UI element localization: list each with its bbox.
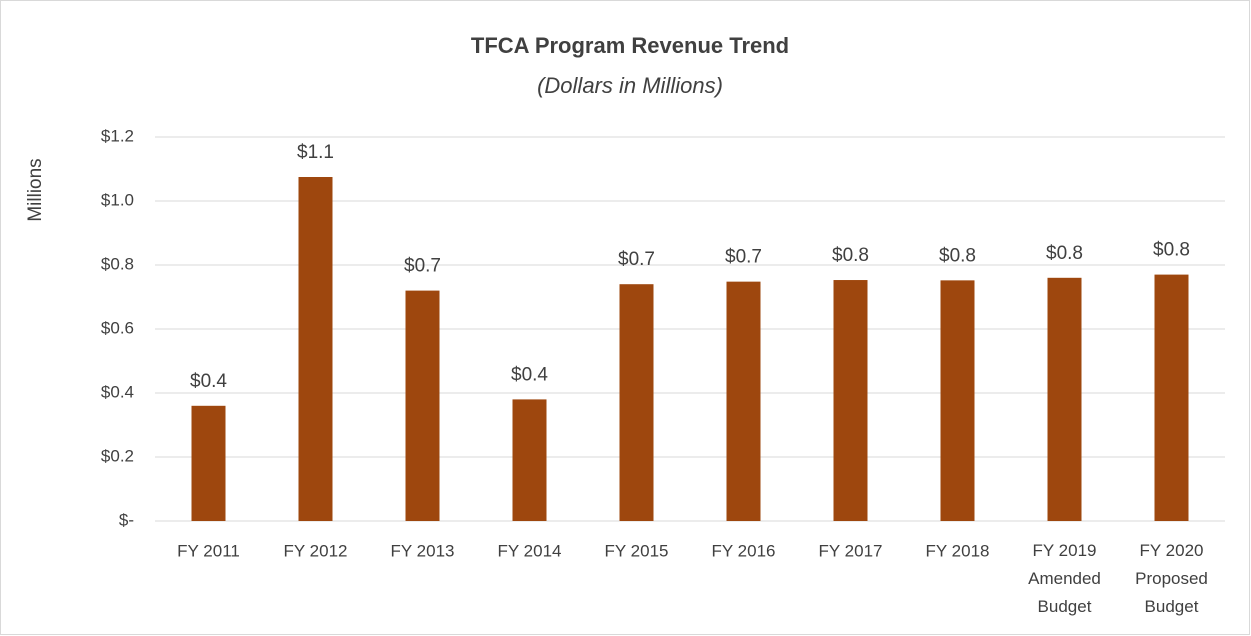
bar xyxy=(1047,277,1082,521)
data-label: $0.7 xyxy=(725,247,762,268)
x-tick-label: FY 2013 xyxy=(391,541,455,560)
y-tick-label: $0.4 xyxy=(101,382,134,401)
x-tick-label: FY 2020 Proposed Budget xyxy=(1135,541,1208,616)
y-tick-label: $0.8 xyxy=(101,254,134,273)
x-tick-label: FY 2016 xyxy=(712,541,776,560)
bar xyxy=(833,280,868,521)
data-label: $0.7 xyxy=(618,249,655,270)
bar xyxy=(298,177,333,521)
data-label: $1.1 xyxy=(297,142,334,163)
x-tick-label: FY 2011 xyxy=(177,541,240,560)
y-tick-label: $0.2 xyxy=(101,446,134,465)
data-label: $0.8 xyxy=(1153,240,1190,261)
x-tick-label: FY 2017 xyxy=(819,541,883,560)
y-tick-label: $- xyxy=(119,510,134,529)
x-tick-label: FY 2014 xyxy=(498,541,562,560)
y-tick-label: $0.6 xyxy=(101,318,134,337)
x-tick-label: FY 2019 Amended Budget xyxy=(1028,541,1101,616)
chart-title: TFCA Program Revenue Trend xyxy=(471,33,789,58)
data-label: $0.8 xyxy=(832,245,869,266)
y-tick-label: $1.0 xyxy=(101,190,134,209)
data-label: $0.8 xyxy=(939,245,976,266)
y-tick-label: $1.2 xyxy=(101,126,134,145)
bar xyxy=(1154,274,1189,521)
data-label: $0.7 xyxy=(404,256,441,277)
data-label: $0.4 xyxy=(511,364,548,385)
data-label: $0.4 xyxy=(190,371,227,392)
data-label: $0.8 xyxy=(1046,243,1083,264)
bar xyxy=(191,405,226,521)
bar xyxy=(619,284,654,521)
bar xyxy=(512,399,547,521)
y-axis-label: Millions xyxy=(25,158,46,221)
bar xyxy=(726,281,761,521)
x-tick-label: FY 2015 xyxy=(605,541,669,560)
chart-subtitle: (Dollars in Millions) xyxy=(537,73,723,98)
x-tick-label: FY 2018 xyxy=(926,541,990,560)
bar xyxy=(405,290,440,521)
bar xyxy=(940,280,975,521)
x-tick-label: FY 2012 xyxy=(284,541,348,560)
